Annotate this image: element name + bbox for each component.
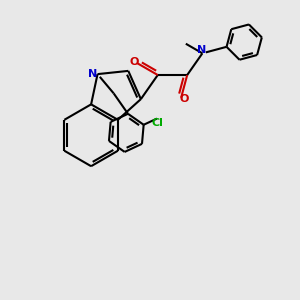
- Text: N: N: [88, 69, 98, 79]
- Text: O: O: [129, 57, 139, 67]
- Text: Cl: Cl: [151, 118, 163, 128]
- Text: O: O: [180, 94, 189, 104]
- Text: N: N: [197, 45, 206, 56]
